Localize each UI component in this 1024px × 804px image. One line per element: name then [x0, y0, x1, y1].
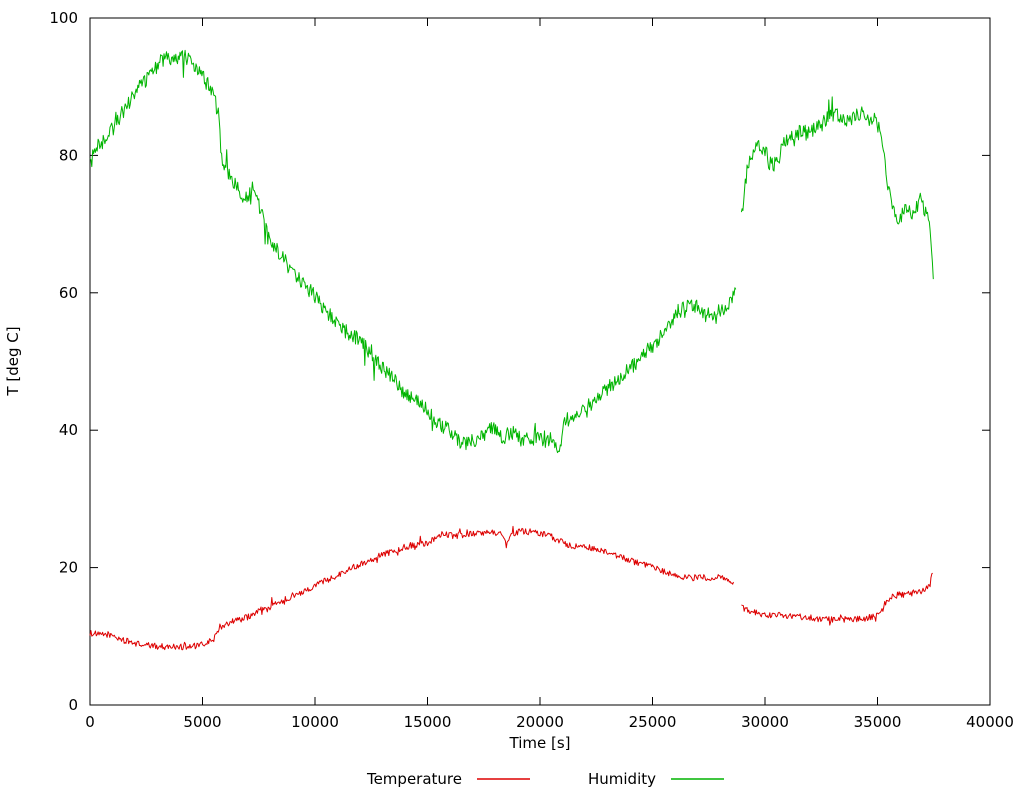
- series-line-humidity: [89, 49, 737, 454]
- y-axis-label: T [deg C]: [4, 326, 22, 396]
- x-tick-label: 40000: [966, 713, 1014, 731]
- x-tick-label: 15000: [404, 713, 452, 731]
- x-tick-label: 5000: [183, 713, 221, 731]
- legend-label-humidity: Humidity: [588, 770, 656, 788]
- y-tick-label: 80: [59, 146, 78, 164]
- axis-ticks: 0 5000 10000 15000 20000 25000 30000 35000 40000…: [49, 9, 1014, 731]
- x-tick-label: 30000: [741, 713, 789, 731]
- legend: Temperature Humidity: [366, 770, 724, 788]
- y-tick-label: 0: [68, 696, 78, 714]
- data-series: [89, 49, 934, 651]
- x-tick-label: 35000: [854, 713, 902, 731]
- x-axis-label: Time [s]: [509, 734, 571, 752]
- y-tick-label: 100: [49, 9, 78, 27]
- legend-label-temperature: Temperature: [366, 770, 462, 788]
- series-line-temperature: [89, 525, 734, 651]
- x-tick-label: 25000: [629, 713, 677, 731]
- series-line-temperature: [741, 572, 933, 626]
- x-tick-label: 10000: [291, 713, 339, 731]
- x-tick-label: 0: [85, 713, 95, 731]
- series-line-humidity: [740, 96, 934, 280]
- x-tick-label: 20000: [516, 713, 564, 731]
- y-tick-label: 20: [59, 559, 78, 577]
- y-tick-label: 60: [59, 284, 78, 302]
- y-tick-label: 40: [59, 421, 78, 439]
